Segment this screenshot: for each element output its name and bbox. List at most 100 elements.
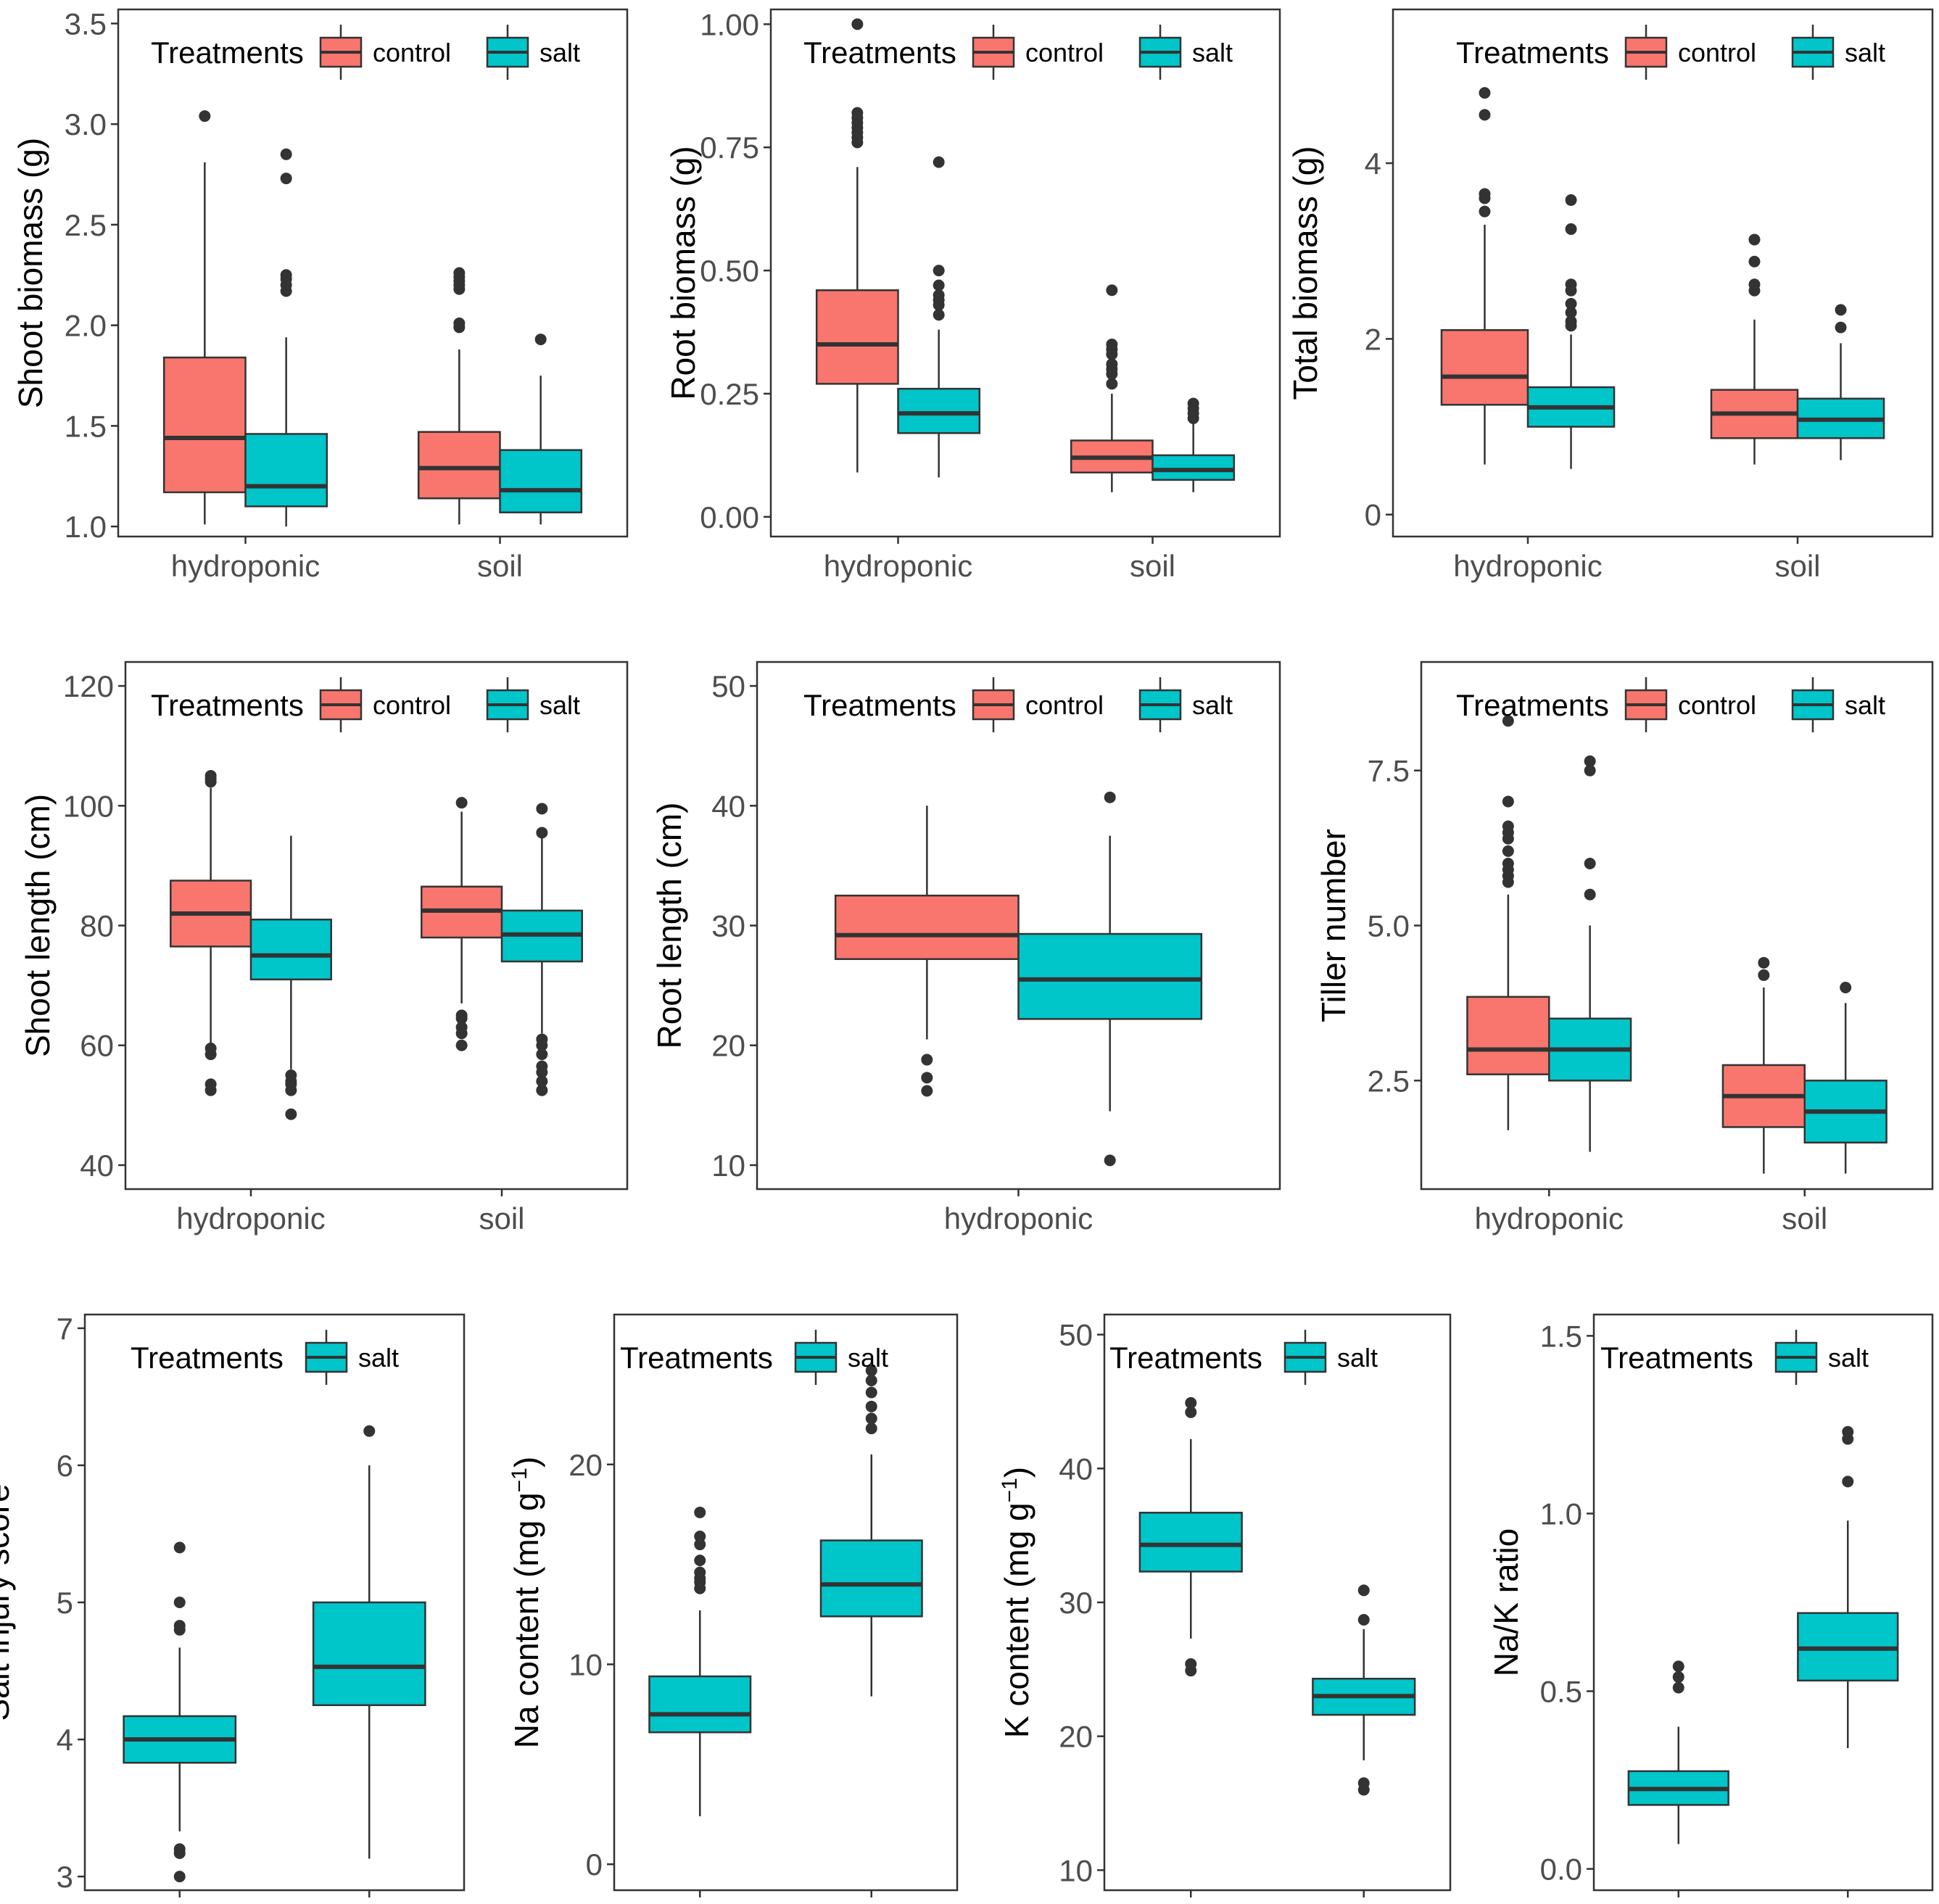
legend-title: Treatments xyxy=(151,36,304,70)
outlier-point xyxy=(1502,820,1514,832)
iqr-box xyxy=(1440,329,1529,406)
y-tick-label: 10 xyxy=(1059,1853,1093,1887)
y-tick-label: 1.0 xyxy=(65,510,107,544)
y-tick-label: 40 xyxy=(1059,1452,1093,1486)
y-tick-label: 3.5 xyxy=(65,7,107,41)
box-soil-salt xyxy=(500,803,583,1096)
outlier-point xyxy=(204,1078,217,1090)
y-tick-label: 6 xyxy=(57,1449,73,1483)
iqr-box xyxy=(648,1675,752,1734)
outlier-point xyxy=(1479,109,1491,121)
legend-title: Treatments xyxy=(803,688,956,722)
iqr-box xyxy=(897,387,981,434)
y-axis-title-text: Tiller number xyxy=(1315,829,1352,1022)
box-hydroponic-control xyxy=(815,18,899,473)
y-axis-title-end: ) xyxy=(508,1457,545,1468)
y-tick-label: 2.0 xyxy=(65,309,107,343)
outlier-point xyxy=(1502,845,1514,857)
legend-key-salt: salt xyxy=(1791,25,1885,80)
y-tick-label: 2.5 xyxy=(1368,1064,1410,1098)
iqr-box xyxy=(1466,996,1550,1076)
outlier-point xyxy=(1672,1671,1684,1683)
outlier-point xyxy=(851,18,864,30)
y-axis-title: Shoot biomass (g) xyxy=(12,138,49,408)
y-tick-label: 5.0 xyxy=(1368,909,1410,943)
x-tick-label: hydroponic xyxy=(105,1903,254,1904)
x-tick-label: soil xyxy=(1130,549,1175,583)
x-tick-label: soil xyxy=(1825,1903,1871,1904)
outlier-point xyxy=(933,289,945,302)
outlier-point xyxy=(1758,956,1770,969)
outlier-point xyxy=(1565,307,1577,319)
x-tick-label: soil xyxy=(1341,1903,1386,1904)
x-tick-label: hydroponic xyxy=(171,549,320,583)
box-hydroponic-salt xyxy=(1627,1660,1729,1845)
y-axis-title: K content (mg g−1) xyxy=(998,1467,1035,1738)
legend-label-control: control xyxy=(1025,690,1104,720)
outlier-point xyxy=(199,110,211,123)
outlier-point xyxy=(1479,205,1491,218)
outlier-point xyxy=(280,269,292,281)
outlier-point xyxy=(204,1042,217,1054)
outlier-point xyxy=(1584,857,1596,869)
iqr-box xyxy=(1138,1512,1243,1573)
y-tick-label: 50 xyxy=(711,669,745,703)
outlier-point xyxy=(1502,857,1514,869)
iqr-box xyxy=(1017,932,1203,1020)
panel-5: 10 20 30 40 50 hydroponic Root length (cm) Trea… xyxy=(650,661,1281,1235)
y-tick-label: 3 xyxy=(57,1860,73,1894)
outlier-point xyxy=(536,1084,548,1096)
outlier-point xyxy=(1748,278,1761,291)
outlier-point xyxy=(1842,1475,1854,1488)
outlier-point xyxy=(173,1843,186,1855)
legend-key-salt: salt xyxy=(1283,1330,1378,1385)
y-tick-label: 2.5 xyxy=(65,208,107,242)
y-tick-label: 0.00 xyxy=(700,500,759,534)
panel-1: 1.0 1.5 2.0 2.5 3.0 3.5 hydroponic soil Shoot bi… xyxy=(12,7,629,583)
panel-frame xyxy=(1392,8,1934,538)
outlier-point xyxy=(694,1555,706,1567)
outlier-point xyxy=(1835,304,1847,316)
outlier-point xyxy=(1672,1660,1684,1673)
legend-label-salt: salt xyxy=(1337,1343,1378,1373)
y-tick-label: 50 xyxy=(1059,1318,1093,1352)
outlier-point xyxy=(694,1539,706,1551)
y-tick-label: 0.25 xyxy=(700,377,759,411)
x-tick-label: hydroponic xyxy=(824,549,972,583)
x-tick-label: soil xyxy=(479,1201,524,1235)
outlier-point xyxy=(173,1620,186,1632)
outlier-point xyxy=(694,1531,706,1543)
box-hydroponic-salt xyxy=(244,148,328,527)
y-tick-label: 30 xyxy=(711,909,745,943)
legend-label-salt: salt xyxy=(539,38,580,67)
y-tick-label: 7 xyxy=(57,1312,73,1346)
y-tick-label: 0.75 xyxy=(700,131,759,165)
y-axis-title-text: Salt injury score xyxy=(0,1483,16,1721)
outlier-point xyxy=(921,1054,933,1066)
panel-frame xyxy=(613,1313,959,1892)
box-soil-salt xyxy=(312,1425,426,1859)
outlier-point xyxy=(1185,1406,1197,1418)
panel-7: 3 4 5 6 7 hydroponic soil Salt injury score Trea… xyxy=(0,1312,466,1904)
legend-key-control: control xyxy=(319,677,451,732)
x-tick-label: soil xyxy=(848,1903,894,1904)
y-axis-title-text: K content (mg g xyxy=(998,1502,1035,1738)
iqr-box xyxy=(499,449,583,513)
y-tick-label: 0.0 xyxy=(1540,1853,1582,1887)
box-soil-salt xyxy=(1152,397,1236,492)
box-soil-control xyxy=(1070,284,1154,492)
y-tick-label: 1.5 xyxy=(1540,1319,1582,1353)
legend-label-salt: salt xyxy=(1845,690,1885,720)
y-tick-label: 4 xyxy=(1365,146,1381,181)
legend-label-salt: salt xyxy=(1192,38,1233,67)
legend-key-salt: salt xyxy=(794,1330,888,1385)
legend-label-control: control xyxy=(1678,690,1756,720)
legend-label-salt: salt xyxy=(358,1343,399,1373)
x-tick-label: hydroponic xyxy=(1453,549,1602,583)
box-hydroponic-control xyxy=(170,769,252,1096)
outlier-point xyxy=(865,1386,877,1399)
box-hydroponic-salt xyxy=(249,835,332,1120)
y-tick-label: 40 xyxy=(80,1148,114,1183)
panel-9: 10 20 30 40 50 hydroponic soil K content (mg g−… xyxy=(998,1313,1452,1904)
